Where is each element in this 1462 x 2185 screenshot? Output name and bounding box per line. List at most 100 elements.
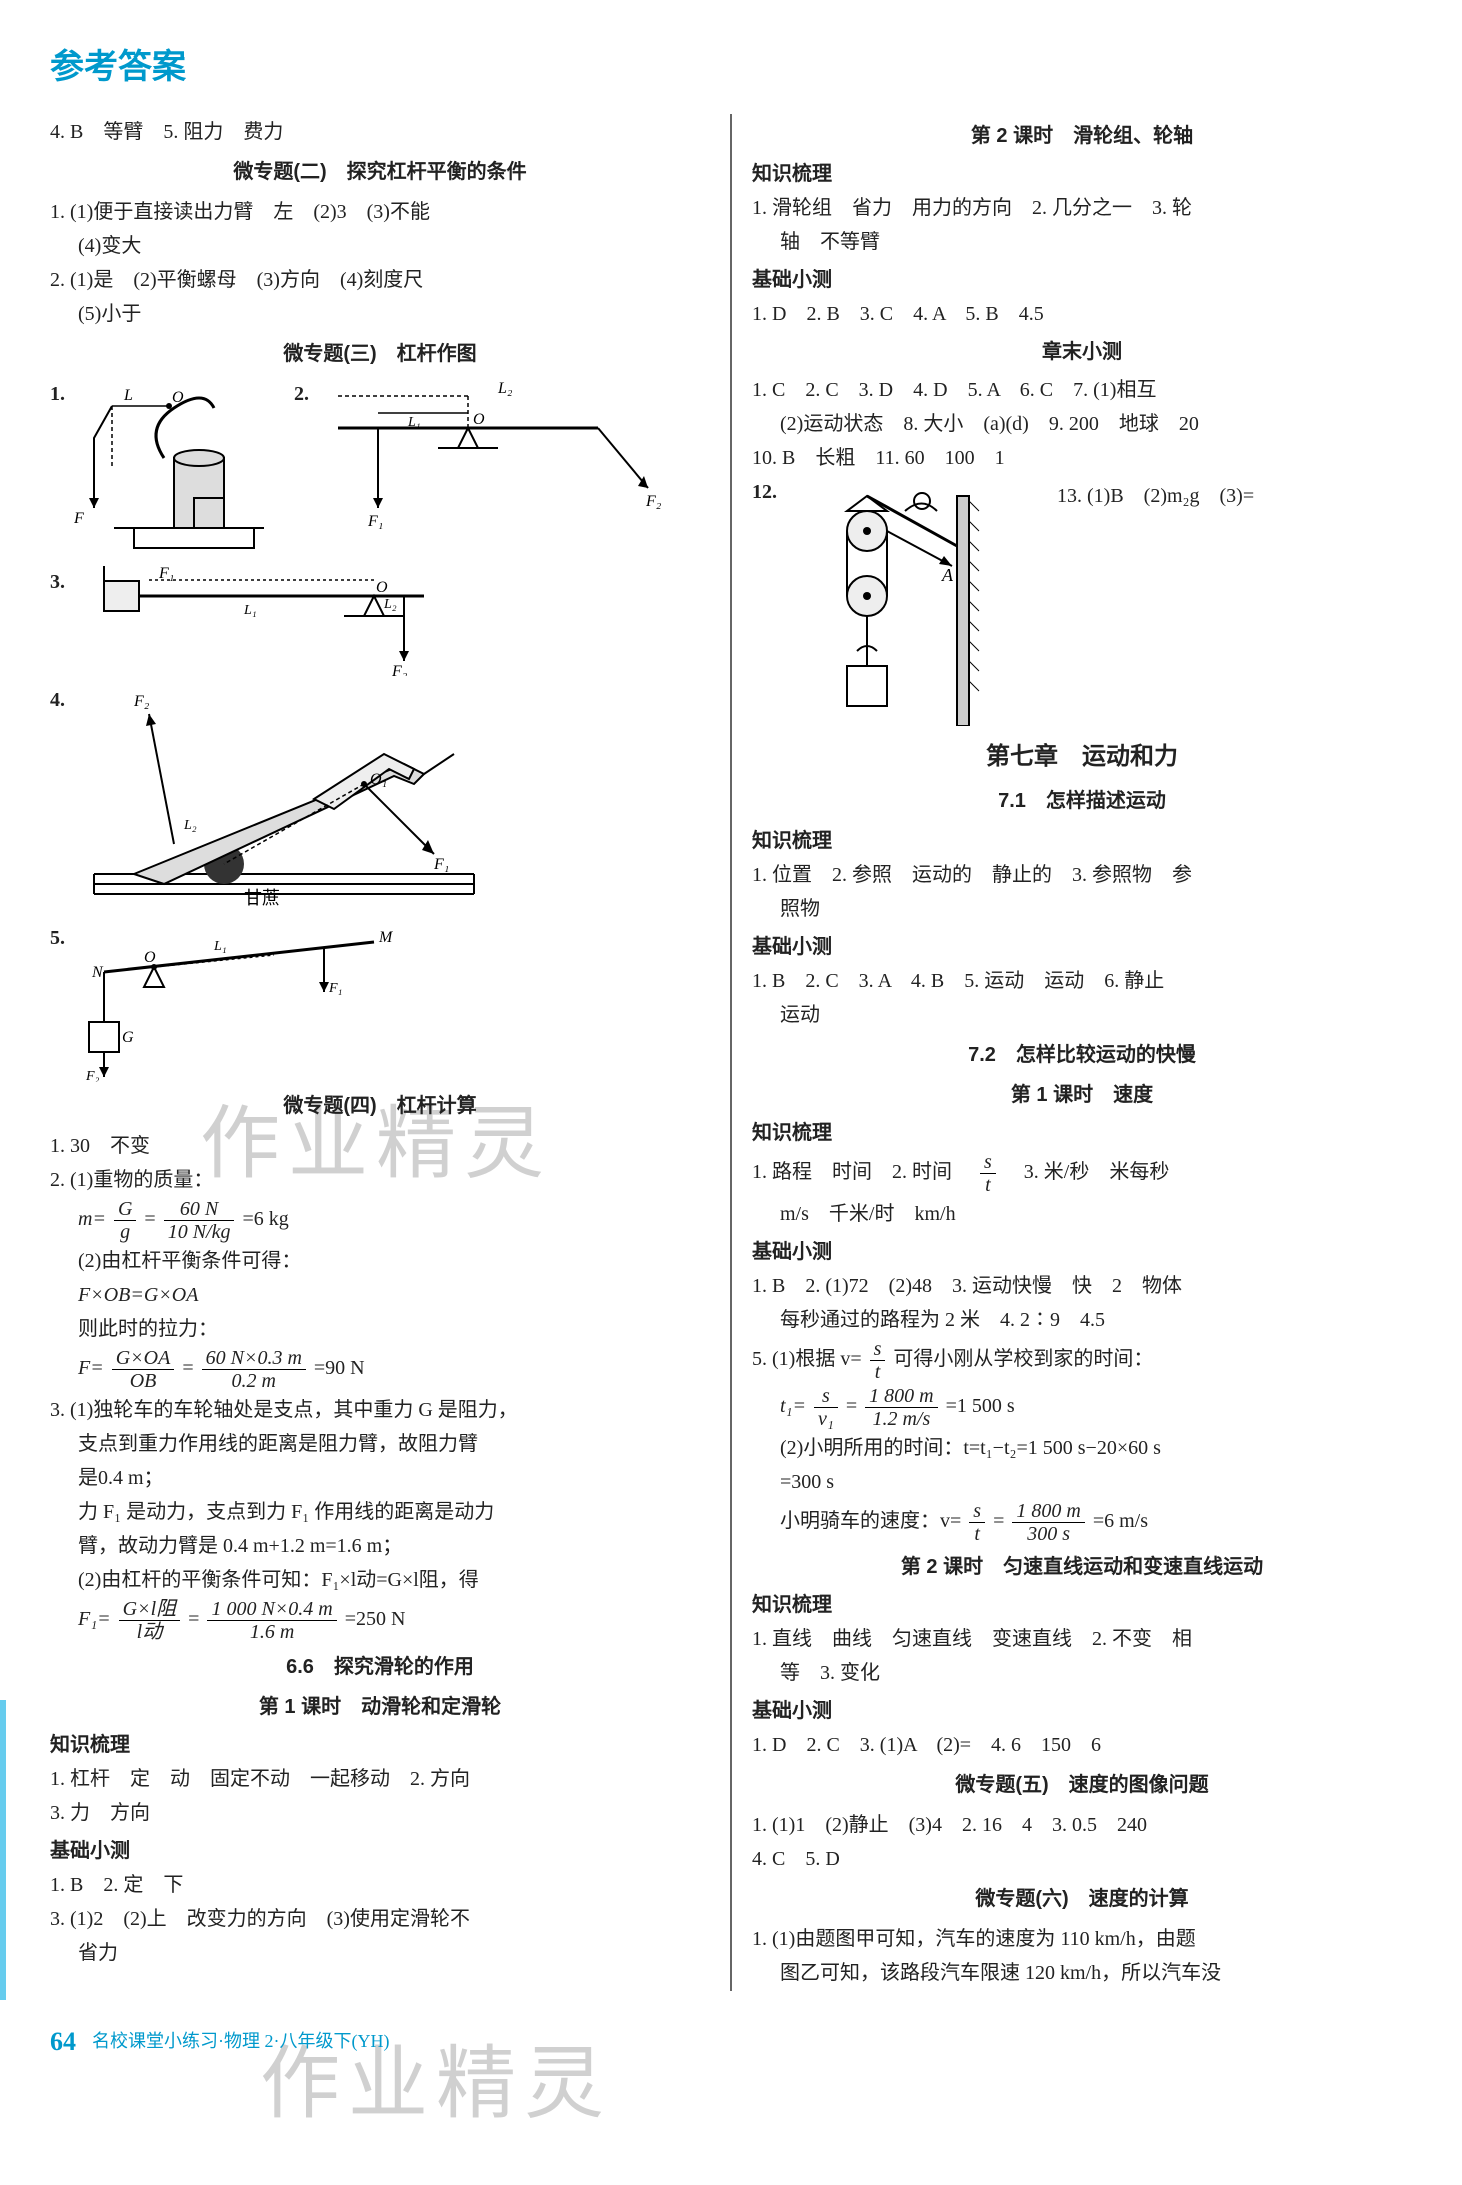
item-12-13: 12. xyxy=(752,476,1412,726)
footer-text: 名校课堂小练习·物理 2·八年级下(YH) xyxy=(92,2027,389,2056)
text-line: 3. 力 方向 xyxy=(50,1797,710,1829)
diagram-4: 4. O₁ F₁ L₂ F₂ xyxy=(50,684,710,914)
page-footer: 64 名校课堂小练习·物理 2·八年级下(YH) xyxy=(50,2021,1412,2063)
diagram-3-label: 3. xyxy=(50,571,65,593)
svg-text:L₂: L₂ xyxy=(183,818,197,833)
text-line: 1. 杠杆 定 动 固定不动 一起移动 2. 方向 xyxy=(50,1763,710,1795)
text-line: 省力 xyxy=(50,1937,710,1969)
svg-text:L₂: L₂ xyxy=(497,380,513,397)
equation: 小明骑车的速度：v= st = 1 800 m300 s =6 m/s xyxy=(752,1500,1412,1545)
knowledge-heading: 知识梳理 xyxy=(752,1117,1412,1149)
text-line: m/s 千米/时 km/h xyxy=(752,1198,1412,1230)
text-line: (2)由杠杆平衡条件可得： xyxy=(50,1245,710,1277)
page-title: 参考答案 xyxy=(50,40,1412,94)
text-line: (4)变大 xyxy=(50,230,710,262)
text-line: 3. (1)独轮车的车轮轴处是支点，其中重力 G 是阻力， xyxy=(50,1394,710,1426)
text-line: 照物 xyxy=(752,893,1412,925)
text-line: 4. C 5. D xyxy=(752,1843,1412,1875)
topic-4-title: 微专题(四) 杠杆计算 xyxy=(50,1090,710,1122)
knowledge-heading: 知识梳理 xyxy=(50,1729,710,1761)
svg-text:F₂: F₂ xyxy=(133,693,150,710)
svg-text:O₁: O₁ xyxy=(370,771,387,788)
knowledge-heading: 知识梳理 xyxy=(752,158,1412,190)
text-line: (5)小于 xyxy=(50,298,710,330)
text-line: 1. B 2. 定 下 xyxy=(50,1869,710,1901)
item-12-label: 12. xyxy=(752,476,777,508)
equation: t₁= sv₁ = 1 800 m1.2 m/s =1 500 s xyxy=(752,1385,1412,1430)
item-13-text: 13. (1)B (2)m₂g (3)= xyxy=(1057,476,1412,512)
text-line: 1. 路程 时间 2. 时间 st 3. 米/秒 米每秒 xyxy=(752,1151,1412,1196)
section-72b-title: 第 2 课时 匀速直线运动和变速直线运动 xyxy=(752,1551,1412,1583)
text-line: 1. 滑轮组 省力 用力的方向 2. 几分之一 3. 轮 xyxy=(752,192,1412,224)
lever-diagram-4-svg: O₁ F₁ L₂ F₂ 甘蔗 xyxy=(74,684,494,914)
text-line: 1. B 2. (1)72 (2)48 3. 运动快慢 快 2 物体 xyxy=(752,1270,1412,1302)
diagram-1-label: 1. xyxy=(50,383,65,405)
diagram-4-text: 甘蔗 xyxy=(244,888,280,908)
text-line: 2. (1)重物的质量： xyxy=(50,1164,710,1196)
text-line: 运动 xyxy=(752,999,1412,1031)
svg-text:F₁: F₁ xyxy=(328,981,342,996)
chapter-7-title: 第七章 运动和力 xyxy=(752,738,1412,776)
text-line: (2)由杠杆的平衡条件可知：F₁×l动=G×l阻，得 xyxy=(50,1564,710,1596)
section-66-sub: 第 1 课时 动滑轮和定滑轮 xyxy=(50,1691,710,1723)
equation: F×OB=G×OA xyxy=(50,1279,710,1311)
equation: m= Gg = 60 N10 N/kg =6 kg xyxy=(50,1198,710,1243)
svg-text:O: O xyxy=(376,579,388,596)
lever-diagram-3-svg: O L₂ F₁ L₁ F₂ xyxy=(74,566,494,676)
lesson-2-title: 第 2 课时 滑轮组、轮轴 xyxy=(752,120,1412,152)
svg-text:L₁: L₁ xyxy=(213,939,227,954)
text-line: 1. D 2. C 3. (1)A (2)= 4. 6 150 6 xyxy=(752,1729,1412,1761)
basic-test-heading: 基础小测 xyxy=(50,1835,710,1867)
lever-diagram-2-svg: O L₂ L₁ F₁ F₂ xyxy=(318,378,668,538)
text-line: 1. D 2. B 3. C 4. A 5. B 4.5 xyxy=(752,298,1412,330)
basic-test-heading: 基础小测 xyxy=(752,264,1412,296)
topic-3-title: 微专题(三) 杠杆作图 xyxy=(50,338,710,370)
text-line: (2)小明所用的时间：t=t₁−t₂=1 500 s−20×60 s xyxy=(752,1432,1412,1464)
lever-diagram-5-svg: O N M L₁ F₁ G F₂ xyxy=(74,922,454,1082)
text-line: 1. 30 不变 xyxy=(50,1130,710,1162)
section-66-title: 6.6 探究滑轮的作用 xyxy=(50,1651,710,1683)
svg-text:F₁: F₁ xyxy=(367,513,383,530)
page-number: 64 xyxy=(50,2021,76,2063)
text-line: 每秒通过的路程为 2 米 4. 2∶9 4.5 xyxy=(752,1304,1412,1336)
diagram-1: 1. O L F xyxy=(50,378,274,558)
equation: F= G×OAOB = 60 N×0.3 m0.2 m =90 N xyxy=(50,1347,710,1392)
section-71-title: 7.1 怎样描述运动 xyxy=(752,785,1412,817)
svg-text:F₁: F₁ xyxy=(158,566,174,582)
svg-text:L₁: L₁ xyxy=(407,415,421,430)
topic-2-title: 微专题(二) 探究杠杆平衡的条件 xyxy=(50,156,710,188)
section-72-title: 7.2 怎样比较运动的快慢 xyxy=(752,1039,1412,1071)
svg-text:L: L xyxy=(123,387,133,404)
diagram-4-label: 4. xyxy=(50,689,65,711)
svg-text:L₁: L₁ xyxy=(243,603,257,618)
svg-text:G: G xyxy=(122,1029,134,1046)
text-line: 2. (1)是 (2)平衡螺母 (3)方向 (4)刻度尺 xyxy=(50,264,710,296)
text-line: 1. C 2. C 3. D 4. D 5. A 6. C 7. (1)相互 xyxy=(752,374,1412,406)
right-column: 第 2 课时 滑轮组、轮轴 知识梳理 1. 滑轮组 省力 用力的方向 2. 几分… xyxy=(752,114,1412,1990)
knowledge-heading: 知识梳理 xyxy=(752,1589,1412,1621)
svg-text:F₂: F₂ xyxy=(391,663,408,676)
svg-text:A: A xyxy=(941,565,954,585)
svg-text:N: N xyxy=(91,964,104,981)
topic-6-title: 微专题(六) 速度的计算 xyxy=(752,1883,1412,1915)
section-72-sub: 第 1 课时 速度 xyxy=(752,1079,1412,1111)
text-line: 3. (1)2 (2)上 改变力的方向 (3)使用定滑轮不 xyxy=(50,1903,710,1935)
svg-text:M: M xyxy=(378,929,394,946)
diagram-5-label: 5. xyxy=(50,927,65,949)
two-column-layout: 4. B 等臂 5. 阻力 费力 微专题(二) 探究杠杆平衡的条件 1. (1)… xyxy=(50,114,1412,1990)
chapter-end-test-title: 章末小测 xyxy=(752,336,1412,368)
text-line: 10. B 长粗 11. 60 100 1 xyxy=(752,442,1412,474)
text-line: 1. (1)便于直接读出力臂 左 (2)3 (3)不能 xyxy=(50,196,710,228)
left-column: 4. B 等臂 5. 阻力 费力 微专题(二) 探究杠杆平衡的条件 1. (1)… xyxy=(50,114,710,1990)
basic-test-heading: 基础小测 xyxy=(752,931,1412,963)
text-line: 支点到重力作用线的距离是阻力臂，故阻力臂 xyxy=(50,1428,710,1460)
knowledge-heading: 知识梳理 xyxy=(752,825,1412,857)
text-line: 是0.4 m； xyxy=(50,1462,710,1494)
diagram-2: 2. O L₂ L₁ F₁ F₂ xyxy=(294,378,668,538)
text-line: 臂，故动力臂是 0.4 m+1.2 m=1.6 m； xyxy=(50,1530,710,1562)
pulley-diagram: A xyxy=(787,476,1047,726)
diagram-5: 5. O N M L₁ F₁ G F₂ xyxy=(50,922,710,1082)
text-line: 1. (1)1 (2)静止 (3)4 2. 16 4 3. 0.5 240 xyxy=(752,1809,1412,1841)
svg-text:F₂: F₂ xyxy=(645,493,662,510)
side-accent-bar xyxy=(0,1700,6,2000)
